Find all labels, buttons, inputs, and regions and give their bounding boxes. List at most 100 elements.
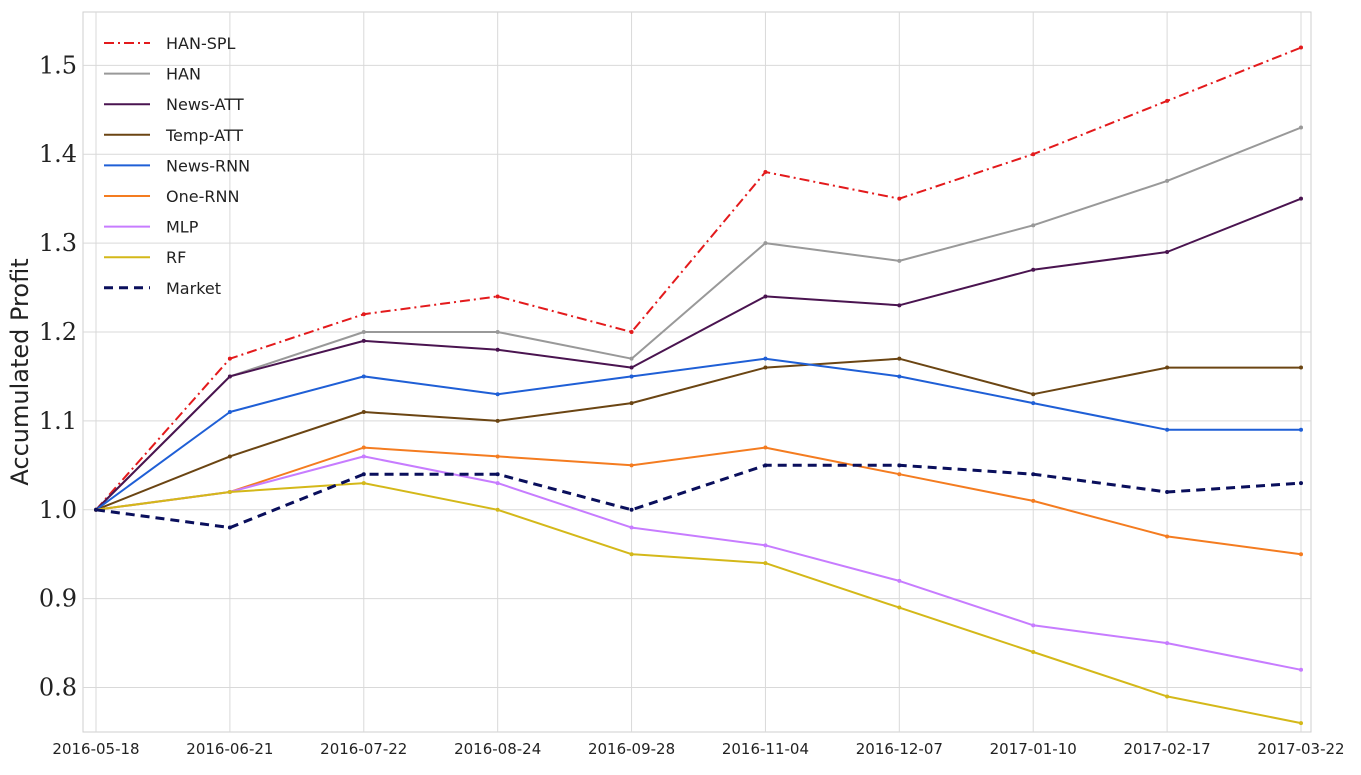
data-point-han [763, 241, 768, 246]
data-point-news-att [629, 365, 634, 370]
data-point-temp-att [361, 410, 366, 414]
data-point-one-rnn [897, 472, 902, 477]
data-point-han-spl [897, 196, 902, 201]
data-point-mlp [1165, 641, 1170, 646]
data-point-mlp [1299, 667, 1303, 672]
y-tick-label: 0.9 [39, 585, 77, 613]
data-point-han-spl [629, 330, 634, 334]
series-line-market [95, 463, 1302, 530]
legend-label-one-rnn: One-RNN [166, 187, 239, 206]
data-point-han-spl [1031, 152, 1036, 157]
y-tick-label: 1.2 [39, 318, 77, 346]
data-point-news-rnn [1031, 401, 1036, 406]
x-tick-label: 2016-09-28 [588, 740, 675, 758]
data-point-market [1165, 490, 1170, 494]
data-point-mlp [495, 481, 500, 486]
data-point-temp-att [495, 418, 500, 423]
data-point-rf [1165, 694, 1170, 699]
legend-label-temp-att: Temp-ATT [165, 126, 243, 145]
y-tick-label: 1.1 [39, 407, 77, 435]
series-line-han-spl [95, 46, 1302, 511]
x-tick-label: 2016-11-04 [722, 740, 809, 758]
data-point-news-rnn [629, 374, 634, 379]
data-point-news-rnn [763, 356, 768, 361]
legend-label-han-spl: HAN-SPL [166, 34, 236, 53]
data-point-temp-att [1031, 392, 1036, 397]
data-point-news-rnn [227, 410, 232, 414]
series-line-one-rnn [95, 446, 1302, 556]
data-point-news-rnn [897, 374, 902, 379]
data-point-one-rnn [1165, 534, 1170, 539]
data-point-news-att [763, 294, 768, 299]
x-tick-label: 2016-08-24 [454, 740, 541, 758]
x-tick-label: 2017-01-10 [990, 740, 1077, 758]
data-point-han [629, 356, 634, 361]
data-point-temp-att [763, 365, 768, 370]
data-point-temp-att [1299, 365, 1303, 370]
data-point-temp-att [629, 401, 634, 406]
data-point-one-rnn [495, 454, 500, 459]
data-point-market [629, 507, 634, 512]
data-point-one-rnn [629, 463, 634, 468]
data-point-rf [495, 507, 500, 512]
data-point-news-att [227, 374, 232, 379]
y-tick-label: 1.0 [39, 496, 77, 524]
data-point-han [1165, 178, 1170, 183]
legend-label-market: Market [166, 279, 221, 298]
y-axis-ticks: 0.8 0.9 1.0 1.1 1.2 1.3 1.4 1.5 [39, 51, 77, 701]
series-line-news-rnn [95, 357, 1301, 511]
data-point-one-rnn [1031, 498, 1036, 503]
data-point-han [1299, 125, 1303, 130]
data-point-han [897, 258, 902, 263]
series-line-rf [95, 482, 1302, 725]
data-point-market [227, 525, 232, 530]
data-point-mlp [1031, 623, 1036, 628]
series-line-han [95, 126, 1302, 511]
data-point-one-rnn [361, 445, 366, 450]
y-tick-label: 1.3 [39, 229, 77, 257]
data-point-news-att [1299, 196, 1303, 201]
data-point-news-rnn [1165, 427, 1170, 432]
data-point-han [1031, 223, 1036, 228]
data-point-temp-att [897, 356, 902, 361]
data-point-han [361, 330, 366, 334]
data-point-han-spl [1299, 45, 1303, 50]
data-point-news-rnn [361, 374, 366, 379]
data-point-rf [1299, 721, 1303, 726]
data-point-mlp [629, 525, 634, 530]
data-point-han [495, 330, 500, 334]
series-line-mlp [95, 455, 1302, 671]
data-point-rf [361, 481, 366, 486]
data-point-news-att [1165, 250, 1170, 254]
data-point-market [94, 507, 98, 512]
data-point-mlp [361, 454, 366, 459]
x-axis-ticks: 2016-05-18 2016-06-21 2016-07-22 2016-08-24… [52, 740, 1344, 758]
data-point-news-att [495, 347, 500, 352]
y-tick-label: 1.5 [39, 51, 77, 79]
plot-area [82, 11, 1312, 733]
data-point-rf [897, 605, 902, 610]
legend-label-news-att: News-ATT [166, 95, 244, 114]
data-point-temp-att [1165, 365, 1170, 370]
legend-label-news-rnn: News-RNN [166, 156, 250, 175]
data-point-mlp [897, 578, 902, 583]
x-tick-label: 2017-02-17 [1124, 740, 1211, 758]
legend-label-mlp: MLP [166, 218, 199, 237]
x-tick-label: 2016-05-18 [52, 740, 139, 758]
data-point-market [495, 472, 500, 477]
data-point-news-att [1031, 267, 1036, 272]
data-point-rf [629, 552, 634, 557]
grid [83, 12, 1311, 732]
x-tick-label: 2016-12-07 [856, 740, 943, 758]
legend-label-han: HAN [166, 65, 201, 84]
data-point-one-rnn [763, 445, 768, 450]
series-layer [94, 45, 1303, 726]
data-point-temp-att [227, 454, 232, 459]
data-point-rf [1031, 650, 1036, 654]
data-point-mlp [763, 543, 768, 548]
data-point-market [1031, 472, 1036, 477]
data-point-han-spl [495, 294, 500, 299]
legend-label-rf: RF [166, 248, 186, 267]
data-point-market [763, 463, 768, 468]
